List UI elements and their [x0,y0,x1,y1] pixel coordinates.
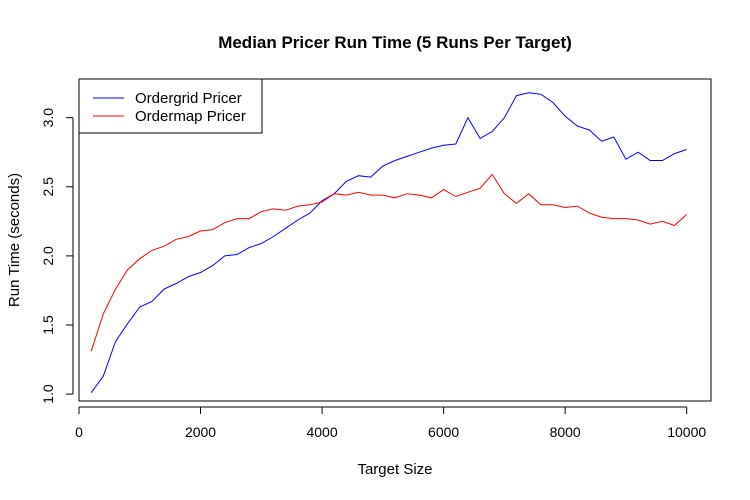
x-tick-label: 2000 [185,424,216,440]
series-line-ordermap-pricer [90,173,688,352]
x-tick-label: 6000 [428,424,459,440]
legend-label: Ordermap Pricer [135,108,246,125]
x-tick-label: 4000 [306,424,337,440]
x-axis: 0 2000 4000 6000 8000 10000 [75,406,706,440]
plot-frame [78,78,712,402]
y-tick-label: 2.0 [40,246,56,266]
series-line-ordergrid-pricer [90,92,687,393]
y-tick-label: 1.5 [40,315,56,335]
x-tick-label: 0 [75,424,83,440]
x-axis-label: Target Size [357,461,432,478]
y-tick-label: 2.5 [40,177,56,197]
series-layer [90,92,688,393]
y-axis-label: Run Time (seconds) [6,173,23,307]
x-tick-label: 8000 [550,424,581,440]
y-tick-label: 3.0 [40,108,56,128]
x-tick-label: 10000 [667,424,706,440]
legend-box [78,78,263,134]
chart-title: Median Pricer Run Time (5 Runs Per Targe… [218,33,572,52]
legend-label: Ordergrid Pricer [135,90,242,107]
y-tick-label: 1.0 [40,384,56,404]
y-axis: 1.0 1.5 2.0 2.5 3.0 [40,108,74,404]
